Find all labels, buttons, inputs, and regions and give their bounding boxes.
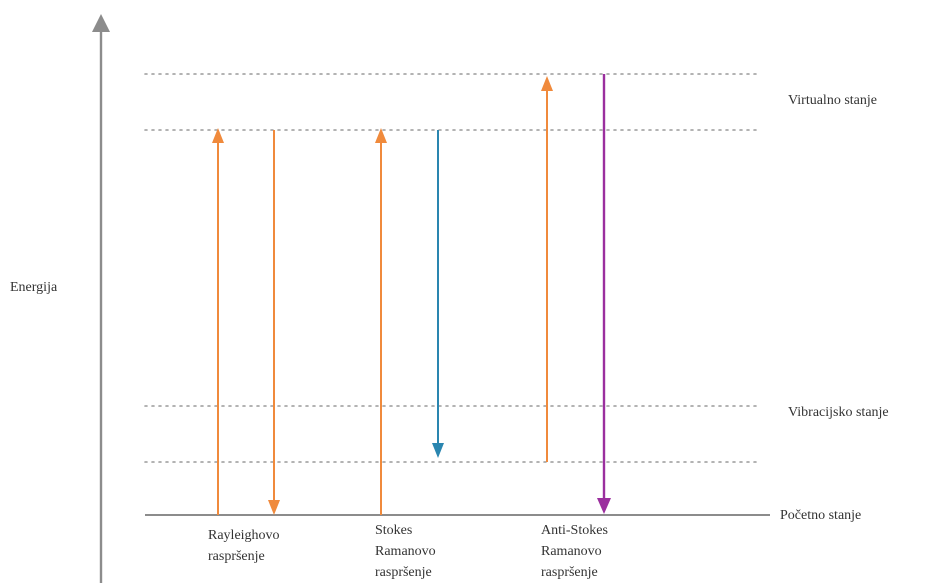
energy-axis-arrowhead-icon	[92, 14, 110, 32]
anti-stokes-label: Anti-Stokes Ramanovo raspršenje	[541, 523, 611, 580]
ground-state-label: Početno stanje	[780, 508, 861, 523]
energy-axis-label: Energija	[10, 280, 58, 295]
stokes-up-arrow	[375, 128, 387, 515]
anti-stokes-up-arrow	[541, 76, 553, 462]
rayleigh-down-arrow	[268, 130, 280, 515]
vibrational-state-label: Vibracijsko stanje	[788, 405, 889, 420]
rayleigh-label: Rayleighovo raspršenje	[208, 528, 283, 564]
anti-stokes-down-arrow	[597, 74, 611, 514]
stokes-label: Stokes Ramanovo raspršenje	[375, 523, 439, 580]
stokes-down-arrow	[432, 130, 444, 458]
virtual-state-label: Virtualno stanje	[788, 93, 877, 108]
rayleigh-up-arrow	[212, 128, 224, 515]
